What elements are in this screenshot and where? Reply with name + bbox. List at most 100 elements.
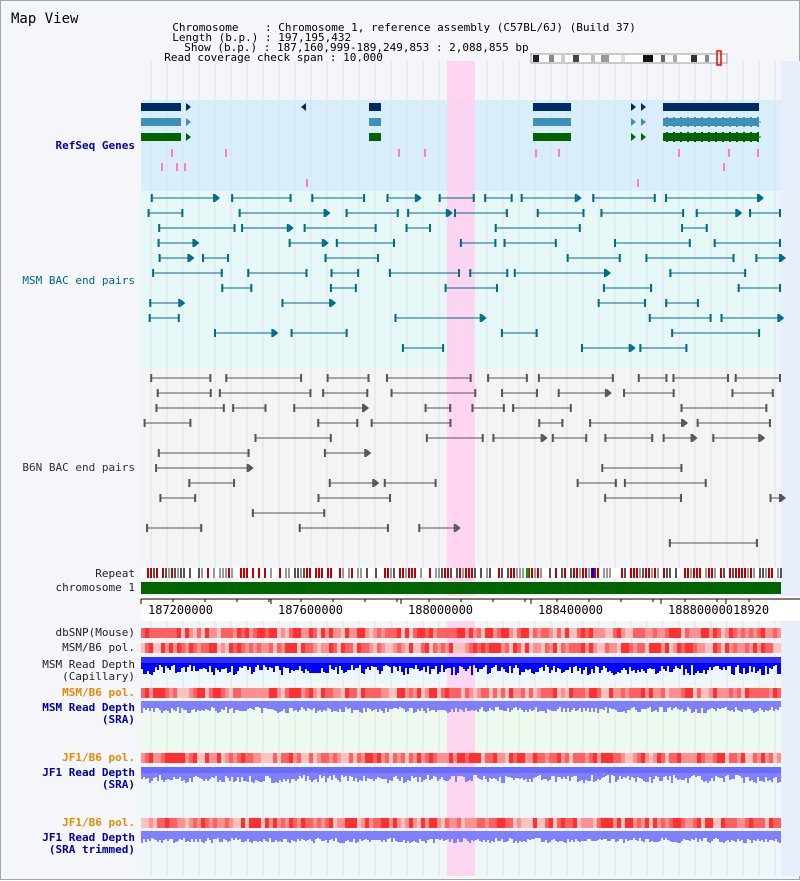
read-depth-bar: [377, 701, 379, 712]
polymorphism-cell: [401, 688, 405, 698]
polymorphism-cell: [453, 628, 457, 638]
polymorphism-cell: [517, 818, 521, 828]
repeat-element: [456, 568, 458, 578]
msm-bac-end: [618, 254, 621, 262]
read-depth-bar: [191, 701, 193, 710]
polymorphism-cell: [457, 628, 461, 638]
msm-bac-end: [178, 299, 181, 307]
polymorphism-cell: [177, 628, 181, 638]
polymorphism-cell: [697, 818, 701, 828]
read-depth-bar: [287, 701, 289, 713]
polymorphism-cell: [273, 818, 277, 828]
read-depth-bar: [651, 831, 653, 841]
read-depth-bar: [589, 831, 591, 839]
polymorphism-cell: [233, 818, 237, 828]
polymorphism-cell: [761, 818, 765, 828]
read-depth-bar: [293, 657, 295, 671]
polymorphism-cell: [429, 643, 433, 653]
polymorphism-cell: [765, 818, 769, 828]
polymorphism-cell: [533, 688, 537, 698]
repeat-element: [315, 568, 317, 578]
read-depth-bar: [299, 831, 301, 841]
read-depth-bar: [437, 767, 439, 781]
read-depth-bar: [751, 767, 753, 780]
repeat-element: [327, 568, 329, 578]
polymorphism-cell: [361, 688, 365, 698]
polymorphism-cell: [577, 628, 581, 638]
read-depth-bar: [383, 701, 385, 713]
polymorphism-cell: [197, 688, 201, 698]
polymorphism-cell: [249, 753, 253, 763]
polymorphism-cell: [333, 753, 337, 763]
read-depth-bar: [719, 701, 721, 709]
polymorphism-cell: [773, 643, 777, 653]
polymorphism-cell: [673, 628, 677, 638]
repeat-element: [411, 568, 413, 578]
read-depth-bar: [259, 657, 261, 670]
read-depth-bar: [181, 701, 183, 708]
polymorphism-cell: [497, 643, 501, 653]
repeat-element: [777, 568, 779, 578]
read-depth-bar: [603, 701, 605, 710]
polymorphism-cell: [693, 753, 697, 763]
read-depth-bar: [157, 701, 159, 708]
polymorphism-cell: [317, 753, 321, 763]
read-depth-bar: [765, 701, 767, 710]
read-depth-bar: [381, 657, 383, 671]
msm-bac-end: [513, 269, 516, 277]
polymorphism-cell: [297, 818, 301, 828]
polymorphism-cell: [357, 643, 361, 653]
read-depth-bar: [153, 831, 155, 839]
polymorphism-cell: [433, 818, 437, 828]
polymorphism-cell: [261, 628, 265, 638]
read-depth-bar: [527, 701, 529, 712]
polymorphism-cell: [553, 628, 557, 638]
gene-strand-arrow: [641, 133, 646, 141]
msm-bac-end: [396, 209, 399, 217]
polymorphism-cell: [461, 753, 465, 763]
polymorphism-cell: [349, 818, 353, 828]
read-depth-bar: [605, 701, 607, 707]
polymorphism-cell: [585, 753, 589, 763]
read-depth-bar: [243, 701, 245, 711]
polymorphism-cell: [761, 688, 765, 698]
read-depth-bar: [461, 831, 463, 842]
repeat-element: [606, 568, 608, 578]
read-depth-bar: [141, 831, 143, 843]
read-depth-bar: [177, 657, 179, 672]
polymorphism-cell: [245, 753, 249, 763]
read-depth-bar: [487, 831, 489, 840]
read-depth-bar: [369, 701, 371, 709]
repeat-element: [609, 568, 611, 578]
repeat-element: [429, 568, 431, 578]
polymorphism-cell: [393, 818, 397, 828]
read-depth-bar: [663, 831, 665, 840]
read-depth-bar: [673, 831, 675, 842]
b6n-bac-end: [755, 539, 758, 547]
read-depth-bar: [569, 767, 571, 781]
read-depth-bar: [671, 701, 673, 710]
read-depth-bar: [149, 657, 151, 674]
polymorphism-cell: [401, 628, 405, 638]
polymorphism-cell: [153, 628, 157, 638]
polymorphism-cell: [633, 688, 637, 698]
repeat-element: [480, 568, 482, 578]
read-depth-bar: [571, 701, 573, 710]
read-depth-bar: [567, 831, 569, 839]
read-depth-bar: [351, 701, 353, 713]
polymorphism-cell: [241, 688, 245, 698]
read-depth-bar: [145, 657, 147, 674]
msm-bac-end: [479, 314, 482, 322]
polymorphism-cell: [349, 643, 353, 653]
polymorphism-cell: [325, 753, 329, 763]
read-depth-bar: [179, 701, 181, 713]
polymorphism-cell: [277, 688, 281, 698]
read-depth-bar: [173, 701, 175, 710]
read-depth-bar: [193, 701, 195, 709]
read-depth-bar: [185, 831, 187, 842]
read-depth-bar: [389, 701, 391, 709]
repeat-element: [489, 568, 491, 578]
polymorphism-cell: [525, 643, 529, 653]
msm-bac-end: [779, 254, 781, 262]
